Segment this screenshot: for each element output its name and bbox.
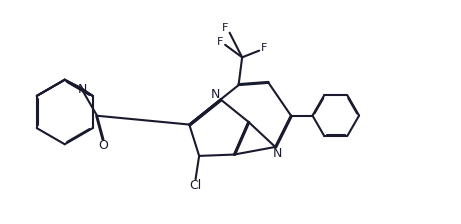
Text: F: F: [222, 23, 228, 33]
Text: F: F: [260, 43, 267, 53]
Text: N: N: [78, 83, 88, 96]
Text: Cl: Cl: [189, 179, 201, 192]
Text: N: N: [211, 88, 220, 101]
Text: N: N: [273, 147, 282, 160]
Text: F: F: [217, 37, 223, 47]
Text: O: O: [98, 139, 108, 152]
